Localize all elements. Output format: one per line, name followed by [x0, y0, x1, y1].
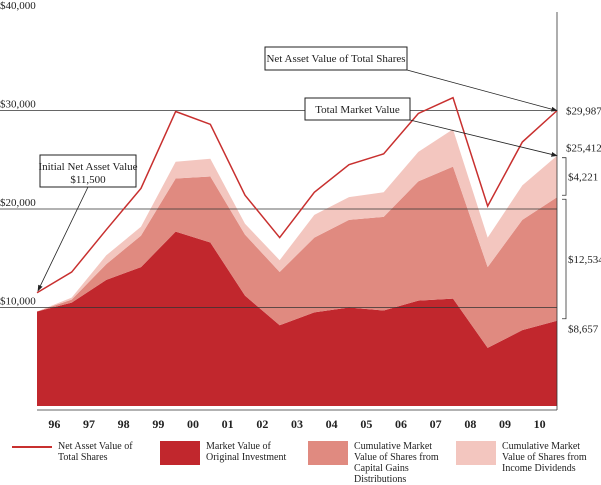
area — [37, 166, 557, 348]
legend: Net Asset Value of Total Shares Market Va… — [0, 441, 601, 485]
annotation-text: Net Asset Value of Total Shares — [266, 53, 405, 65]
x-tick-label: 96 — [48, 417, 60, 431]
legend-item: Market Value of Original Investment — [160, 441, 305, 465]
legend-label: Net Asset Value of Total Shares — [58, 441, 133, 463]
x-tick-label: 03 — [291, 417, 303, 431]
y-tick-label: $10,000 — [0, 296, 36, 308]
annotation-text: Total Market Value — [315, 104, 400, 116]
value-label: $4,221 — [568, 171, 598, 183]
legend-swatch — [308, 441, 348, 465]
legend-item: Cumulative Market Value of Shares from C… — [308, 441, 453, 485]
y-tick-label: $20,000 — [0, 197, 36, 209]
annotation-box — [39, 154, 137, 188]
legend-label: Market Value of Original Investment — [206, 441, 287, 463]
x-tick-label: 97 — [83, 417, 95, 431]
x-tick-label: 98 — [118, 417, 130, 431]
legend-label: Cumulative Market Value of Shares from C… — [354, 441, 439, 485]
x-tick-label: 09 — [499, 417, 511, 431]
x-tick-label: 08 — [464, 417, 476, 431]
value-label: $25,412 — [566, 143, 601, 155]
x-tick-label: 06 — [395, 417, 407, 431]
area — [37, 129, 557, 312]
legend-swatch — [160, 441, 200, 465]
area — [37, 231, 557, 406]
x-tick-label: 07 — [430, 417, 442, 431]
legend-item: Net Asset Value of Total Shares — [12, 441, 157, 463]
annotation-box — [264, 46, 408, 71]
annotation-text: $11,500 — [70, 174, 106, 186]
annotation-arrow — [409, 119, 558, 157]
annotation-box — [304, 97, 411, 121]
y-tick-label: $30,000 — [0, 99, 36, 111]
x-tick-label: 05 — [360, 417, 372, 431]
x-tick-label: 04 — [326, 417, 338, 431]
annotation-arrow — [37, 186, 89, 292]
bracket — [562, 157, 567, 196]
legend-label: Cumulative Market Value of Shares from I… — [502, 441, 587, 474]
value-label: $29,987 — [566, 106, 601, 118]
annotation-text: Initial Net Asset Value — [38, 161, 137, 173]
legend-item: Cumulative Market Value of Shares from I… — [456, 441, 601, 474]
bracket — [562, 198, 567, 320]
chart: $10,000 $20,000 $30,000 $40,000 96 97 98 99 00 01… — [0, 0, 601, 431]
x-tick-label: 02 — [256, 417, 268, 431]
x-tick-label: 00 — [187, 417, 199, 431]
value-label: $12,534 — [568, 254, 601, 266]
legend-swatch — [12, 446, 52, 448]
x-tick-label: 99 — [152, 417, 164, 431]
x-tick-label: 01 — [222, 417, 234, 431]
legend-swatch — [456, 441, 496, 465]
nav-line — [36, 96, 558, 294]
y-tick-label: $40,000 — [0, 0, 36, 12]
x-tick-label: 10 — [534, 417, 546, 431]
value-label: $8,657 — [568, 324, 599, 336]
annotation-arrow — [406, 69, 558, 112]
